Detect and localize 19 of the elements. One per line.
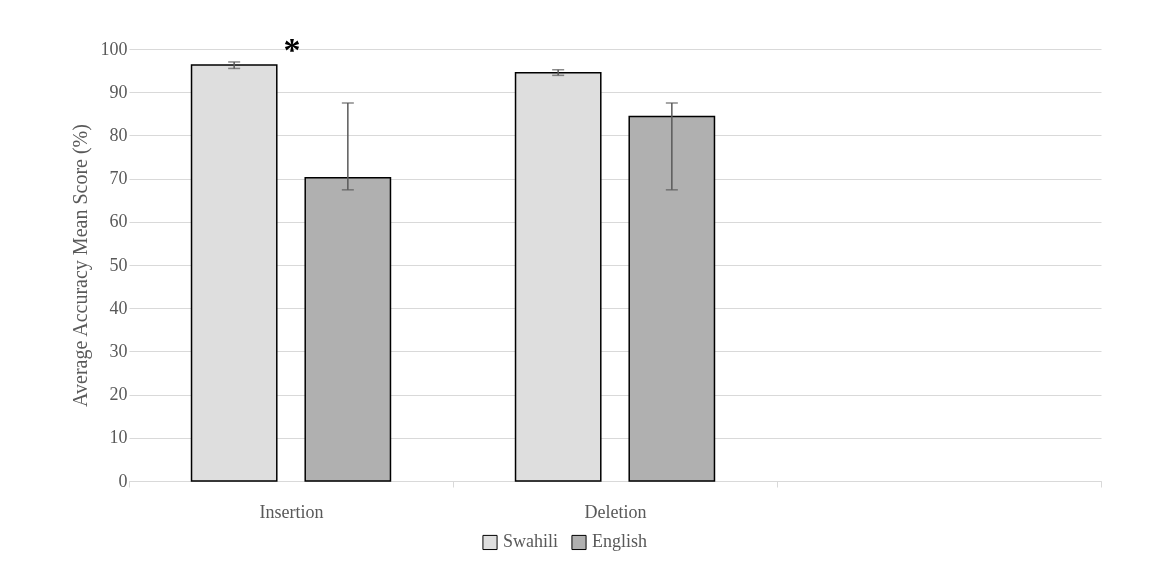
y-tick-label: 10 [109, 427, 128, 448]
y-tick-label: 70 [109, 168, 128, 189]
legend-label: English [592, 531, 648, 552]
y-tick-label: 30 [109, 340, 128, 361]
bar [304, 176, 392, 482]
y-tick-label: 50 [109, 254, 128, 275]
bar [628, 115, 716, 482]
y-tick-label: 0 [118, 470, 128, 491]
y-tick-label: 60 [109, 211, 128, 232]
legend-label: Swahili [503, 531, 559, 552]
x-tick-label: Deletion [584, 501, 647, 522]
annotation: * [283, 31, 301, 68]
y-tick-label: 80 [109, 124, 128, 145]
y-axis-title: Average Accuracy Mean Score (%) [68, 124, 92, 407]
y-tick-label: 40 [109, 297, 128, 318]
y-tick-label: 20 [109, 384, 128, 405]
y-tick-label: 100 [100, 38, 128, 59]
x-tick-label: Insertion [259, 501, 324, 522]
y-tick-label: 90 [109, 81, 128, 102]
